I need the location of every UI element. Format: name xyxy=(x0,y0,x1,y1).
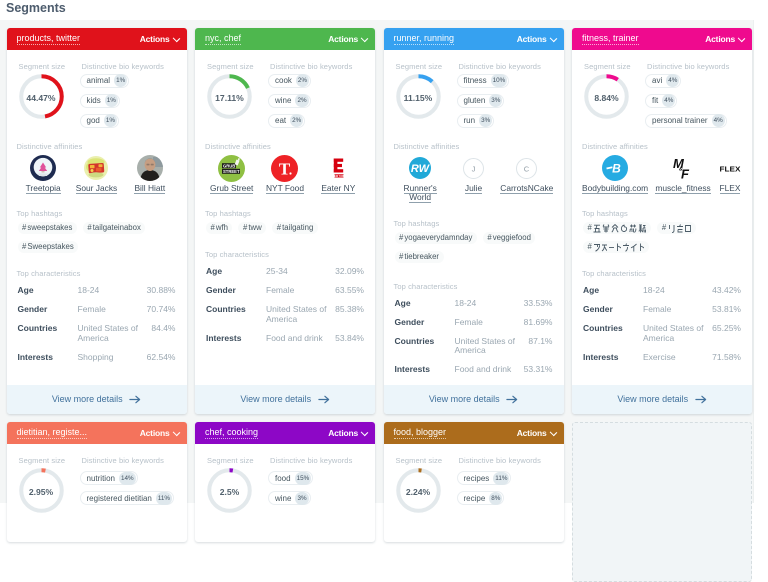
svg-text:RW: RW xyxy=(411,163,431,175)
svg-text:C: C xyxy=(524,164,530,173)
svg-text:F: F xyxy=(681,167,690,180)
svg-text:GRUB: GRUB xyxy=(223,163,235,168)
svg-text:T: T xyxy=(279,159,291,178)
svg-text:NEW YORK: NEW YORK xyxy=(333,175,346,177)
svg-text:B: B xyxy=(612,162,621,176)
svg-text:M: M xyxy=(673,157,685,171)
svg-text:FLEX: FLEX xyxy=(720,164,741,173)
svg-text:&: & xyxy=(679,167,683,173)
svg-text:J: J xyxy=(472,164,476,173)
svg-text:STREET: STREET xyxy=(223,168,240,173)
